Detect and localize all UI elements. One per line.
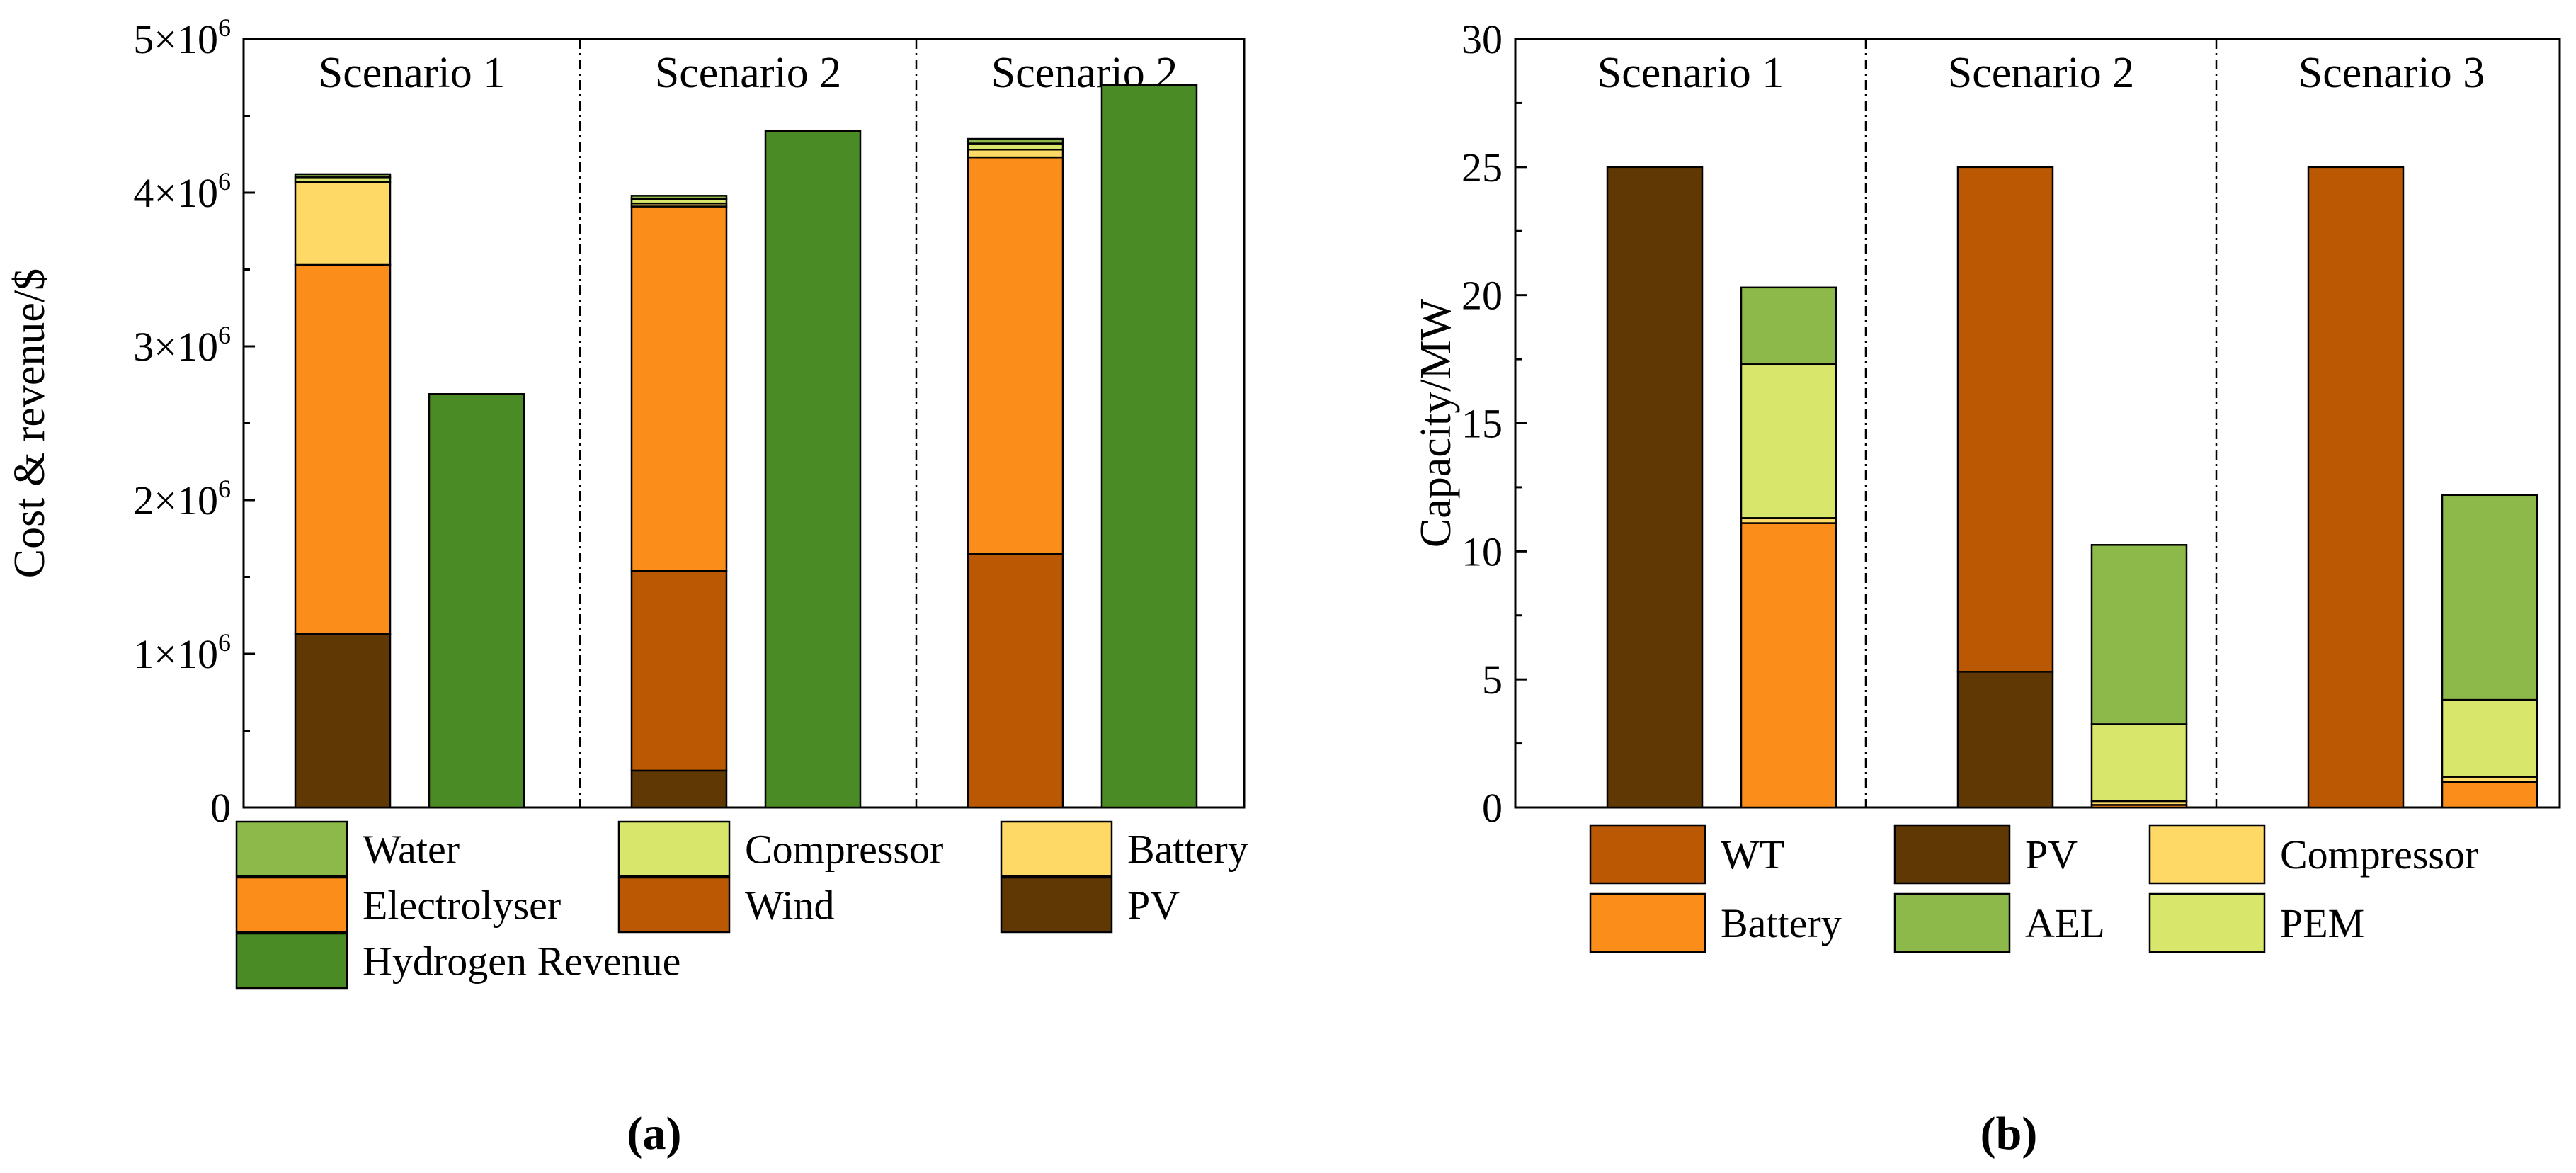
bar-b-2-battery — [1740, 522, 1837, 809]
legend-swatch-pv — [1893, 824, 2011, 885]
panel-label-a: (a) — [627, 1108, 682, 1160]
bar-b-4-pem — [2090, 723, 2188, 803]
bar-a-2-hydrogen-revenue — [428, 393, 525, 809]
bar-b-2-ael — [1740, 286, 1837, 366]
legend-swatch-compressor — [617, 820, 731, 878]
bar-b-6-ael — [2441, 494, 2538, 701]
y-tick-label: 15 — [1461, 401, 1503, 447]
legend-label-wt: WT — [1721, 832, 1784, 878]
legend-label-ael: AEL — [2025, 900, 2105, 946]
bar-b-3-wt — [1956, 166, 2054, 673]
bar-a-5-compressor — [967, 142, 1064, 151]
bar-a-3-wind — [630, 570, 728, 772]
panel-b-chart: 0 5 10 15 20 25 30 Capacity/MW Scenario 1 Scenari… — [1412, 16, 2561, 1160]
legend-label-compressor: Compressor — [2280, 832, 2478, 878]
legend-swatch-electrolyser — [235, 876, 348, 934]
y-axis-label: Cost & revenue/$ — [6, 268, 54, 578]
plot-frame — [242, 38, 1246, 809]
panel-label-b: (b) — [1981, 1108, 2038, 1160]
bar-a-3-water — [630, 195, 728, 200]
bar-b-6-battery — [2441, 781, 2538, 809]
y-tick-label: 10 — [1461, 528, 1503, 574]
group-title-1: Scenario 1 — [319, 49, 505, 97]
legend-label-compressor: Compressor — [745, 827, 943, 873]
legend-label-electrolyser: Electrolyser — [363, 883, 561, 929]
bar-a-5-battery — [967, 148, 1064, 159]
bar-b-3-pv — [1956, 671, 2054, 809]
bar-a-6-hydrogen-revenue — [1100, 84, 1198, 809]
y-axis-label: Capacity/MW — [1412, 298, 1460, 548]
legend-label-pv: PV — [1127, 883, 1180, 929]
bar-a-5-wind — [967, 552, 1064, 809]
bar-a-4-hydrogen-revenue — [764, 130, 862, 809]
legend-label-wind: Wind — [745, 883, 835, 929]
group-title-3: Scenario 3 — [2298, 49, 2485, 97]
bar-b-4-ael — [2090, 544, 2188, 725]
bar-a-3-electrolyser — [630, 205, 728, 572]
y-tick-label: 5×106 — [133, 13, 231, 62]
group-title-2: Scenario 2 — [655, 49, 841, 97]
bar-b-2-pem — [1740, 363, 1837, 519]
legend-label-water: Water — [363, 827, 460, 873]
legend-label-battery: Battery — [1127, 827, 1248, 873]
bar-a-1-water — [294, 173, 392, 178]
legend-label-battery: Battery — [1721, 900, 1842, 946]
legend-swatch-pem — [2148, 892, 2266, 953]
legend-swatch-ael — [1893, 892, 2011, 953]
panel-a-chart: 0 1×106 2×106 3×106 4×106 5×106 Cost & revenue… — [6, 13, 1248, 1160]
legend-label-pem: PEM — [2280, 900, 2364, 946]
bar-a-3-pv — [630, 769, 728, 809]
legend-swatch-compressor — [2148, 824, 2266, 885]
y-tick-label: 4×106 — [133, 167, 231, 216]
legend-label-pv: PV — [2025, 832, 2078, 878]
legend-swatch-battery — [1589, 892, 1706, 953]
y-tick-label: 0 — [1482, 785, 1503, 831]
bar-b-1-pv — [1606, 166, 1704, 809]
bar-a-1-electrolyser — [294, 264, 392, 635]
y-tick-label: 5 — [1482, 657, 1503, 703]
legend-swatch-battery — [1000, 820, 1113, 878]
bar-b-5-wt — [2307, 166, 2405, 809]
legend: Water Compressor Battery Electrolyser Wind PV… — [235, 820, 1248, 990]
legend: WT PV Compressor Battery AEL PEM — [1589, 824, 2478, 953]
legend-swatch-water — [235, 820, 348, 878]
y-tick-label: 0 — [210, 785, 231, 831]
legend-swatch-pv — [1000, 876, 1113, 934]
y-tick-label: 3×106 — [133, 321, 231, 370]
y-tick-label: 25 — [1461, 144, 1503, 191]
bar-a-5-water — [967, 137, 1064, 144]
bar-a-1-pv — [294, 633, 392, 809]
bar-b-6-pem — [2441, 698, 2538, 778]
y-tick-label: 20 — [1461, 273, 1503, 319]
legend-swatch-wt — [1589, 824, 1706, 885]
legend-swatch-hydrogen-revenue — [235, 932, 348, 990]
bar-a-5-electrolyser — [967, 156, 1064, 555]
y-tick-label: 30 — [1461, 16, 1503, 62]
bar-a-1-battery — [294, 181, 392, 266]
y-tick-label: 1×106 — [133, 628, 231, 677]
y-tick-label: 2×106 — [133, 475, 231, 523]
group-title-1: Scenario 1 — [1597, 49, 1784, 97]
group-title-2: Scenario 2 — [1948, 49, 2134, 97]
legend-swatch-wind — [617, 876, 731, 934]
legend-label-hydrogen-revenue: Hydrogen Revenue — [363, 939, 680, 985]
